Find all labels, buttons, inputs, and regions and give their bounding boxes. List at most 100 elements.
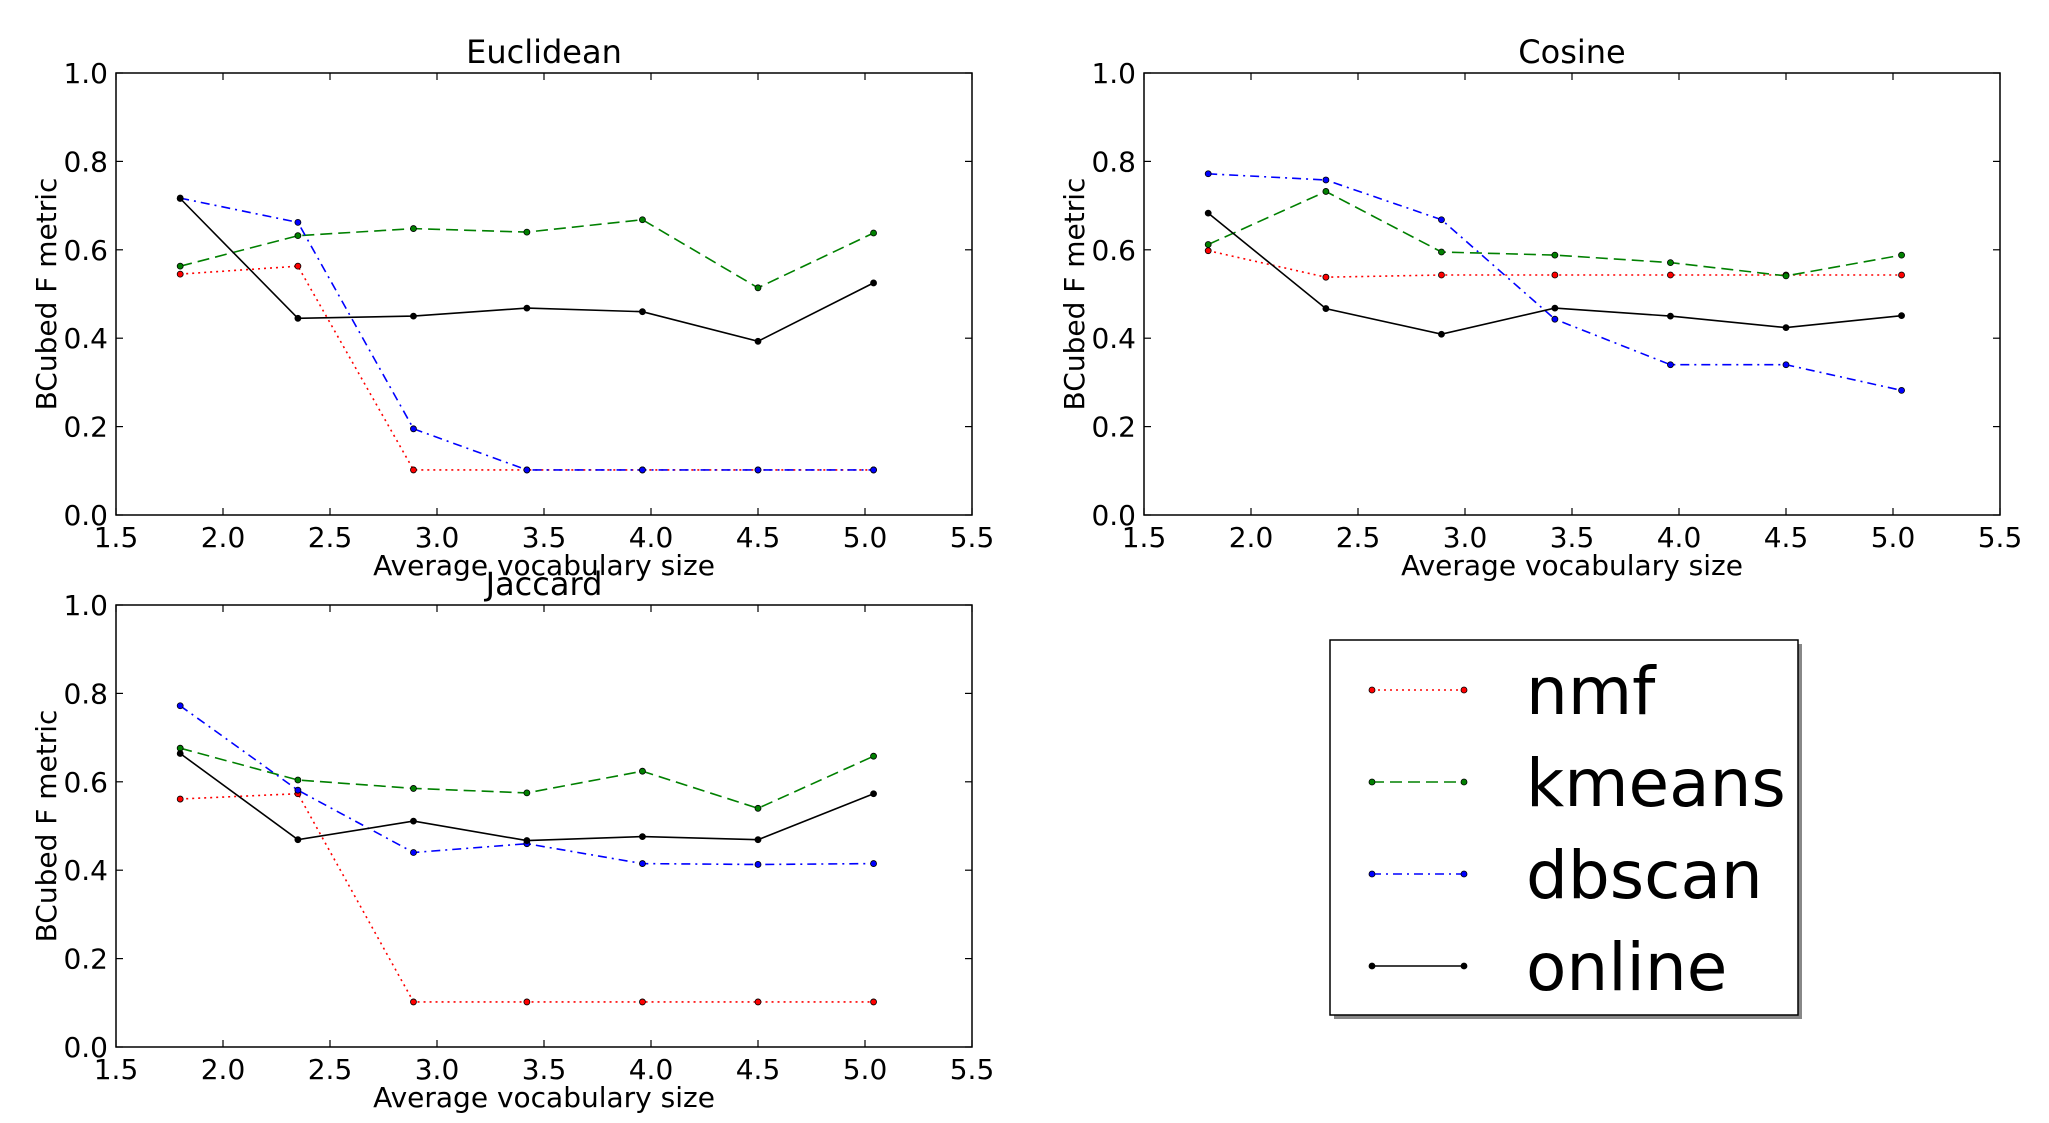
data-point-nmf — [754, 998, 762, 1006]
y-tick-label: 0.4 — [1091, 322, 1136, 355]
x-tick-label: 5.5 — [950, 521, 995, 554]
data-point-online — [176, 750, 184, 757]
data-point-kmeans — [176, 262, 184, 270]
chart-panels: Euclidean 1.5 2.0 2.5 3.0 3.5 4.0 4.5 5.0 5.5 0.0 0… — [30, 33, 2022, 1114]
legend-marker-nmf — [1460, 686, 1468, 694]
data-point-nmf — [523, 998, 531, 1006]
data-point-dbscan — [294, 218, 302, 226]
y-tick-label: 0.0 — [1091, 499, 1136, 532]
legend-marker-online — [1460, 962, 1468, 970]
y-tick-label: 0.4 — [63, 322, 108, 355]
data-point-nmf — [1551, 271, 1559, 279]
data-point-online — [523, 304, 531, 312]
data-point-kmeans — [1898, 251, 1905, 259]
x-tick-label: 4.5 — [736, 521, 781, 554]
x-axis-label: Average vocabulary size — [1401, 549, 1743, 582]
legend-marker-nmf — [1368, 686, 1376, 694]
chart-cosine: Cosine 1.5 2.0 2.5 3.0 3.5 4.0 4.5 5.0 5.5 0.0 0.2 0… — [1058, 33, 2022, 582]
data-point-kmeans — [639, 216, 646, 224]
series-line-nmf — [180, 792, 874, 1003]
x-tick-label: 5.0 — [843, 1053, 888, 1086]
data-point-dbscan — [176, 702, 184, 710]
y-tick-label: 0.2 — [63, 411, 108, 444]
data-point-kmeans — [870, 229, 877, 237]
series-line-dbscan — [180, 197, 874, 471]
data-point-online — [1551, 304, 1559, 312]
x-tick-label: 4.0 — [629, 521, 674, 554]
x-tick-label: 5.5 — [950, 1053, 995, 1086]
legend-label-kmeans: kmeans — [1526, 745, 1786, 822]
x-tick-label: 2.0 — [201, 521, 246, 554]
data-point-online — [294, 836, 302, 844]
data-point-kmeans — [294, 776, 302, 784]
data-point-dbscan — [410, 425, 417, 433]
chart-title: Euclidean — [466, 33, 622, 71]
x-tick-label: 5.0 — [1871, 521, 1916, 554]
series-line-online — [179, 752, 874, 842]
legend-box — [1329, 639, 1799, 1016]
series-line-kmeans — [1207, 190, 1902, 277]
data-point-online — [294, 314, 302, 322]
data-point-nmf — [176, 270, 184, 278]
chart-jaccard: Jaccard 1.5 2.0 2.5 3.0 3.5 4.0 4.5 5.0 5.5 0.0 0.2… — [30, 565, 994, 1114]
x-tick-label: 3.0 — [415, 521, 460, 554]
data-point-kmeans — [1782, 272, 1790, 280]
data-point-kmeans — [523, 789, 531, 797]
x-axis-label: Average vocabulary size — [373, 549, 715, 582]
x-tick-label: 2.0 — [1229, 521, 1274, 554]
data-point-kmeans — [1438, 248, 1445, 256]
x-tick-label: 1.5 — [94, 1053, 139, 1086]
data-point-dbscan — [410, 849, 417, 856]
data-point-online — [176, 195, 184, 202]
y-tick-label: 0.6 — [63, 766, 108, 799]
data-point-nmf — [1898, 271, 1905, 279]
chart-euclidean: Euclidean 1.5 2.0 2.5 3.0 3.5 4.0 4.5 5.0 5.5 0.0 0… — [30, 33, 994, 582]
data-point-nmf — [1322, 273, 1330, 281]
series-line-nmf — [180, 265, 874, 471]
legend-marker-kmeans — [1368, 778, 1376, 786]
legend-label-online: online — [1526, 929, 1727, 1006]
data-point-nmf — [1438, 271, 1445, 279]
data-point-kmeans — [1667, 259, 1674, 267]
plot-frame — [115, 72, 973, 516]
x-tick-label: 4.0 — [1657, 521, 1702, 554]
data-point-dbscan — [1667, 361, 1674, 369]
data-point-dbscan — [639, 860, 646, 867]
y-tick-label: 1.0 — [63, 57, 108, 90]
plot-frame — [115, 604, 973, 1048]
x-tick-label: 3.5 — [522, 1053, 567, 1086]
data-point-online — [1204, 209, 1212, 217]
data-point-online — [639, 308, 646, 316]
data-point-online — [870, 790, 877, 798]
y-tick-label: 0.8 — [63, 677, 108, 710]
data-point-online — [754, 836, 762, 844]
y-axis-label: BCubed F metric — [1058, 178, 1091, 411]
y-tick-label: 0.2 — [1091, 411, 1136, 444]
x-tick-label: 3.5 — [1550, 521, 1595, 554]
x-tick-label: 4.5 — [736, 1053, 781, 1086]
data-point-dbscan — [1322, 176, 1330, 184]
data-point-nmf — [1667, 271, 1674, 279]
y-tick-label: 0.0 — [63, 1031, 108, 1064]
y-tick-label: 0.0 — [63, 499, 108, 532]
data-point-nmf — [870, 998, 877, 1006]
x-tick-label: 2.5 — [1336, 521, 1381, 554]
y-tick-label: 0.6 — [1091, 234, 1136, 267]
x-tick-label: 4.5 — [1764, 521, 1809, 554]
x-tick-label: 4.0 — [629, 1053, 674, 1086]
data-point-online — [1667, 312, 1674, 320]
x-tick-label: 5.0 — [843, 521, 888, 554]
data-point-nmf — [1204, 247, 1212, 255]
data-point-online — [1898, 312, 1905, 320]
data-point-online — [639, 833, 646, 841]
data-point-kmeans — [639, 767, 646, 775]
y-tick-label: 0.8 — [1091, 145, 1136, 178]
legend-marker-dbscan — [1368, 870, 1376, 878]
x-tick-label: 3.0 — [1443, 521, 1488, 554]
x-tick-label: 1.5 — [94, 521, 139, 554]
data-point-kmeans — [410, 785, 417, 792]
x-tick-label: 3.0 — [415, 1053, 460, 1086]
series-line-kmeans — [179, 747, 874, 810]
data-point-dbscan — [870, 860, 877, 867]
